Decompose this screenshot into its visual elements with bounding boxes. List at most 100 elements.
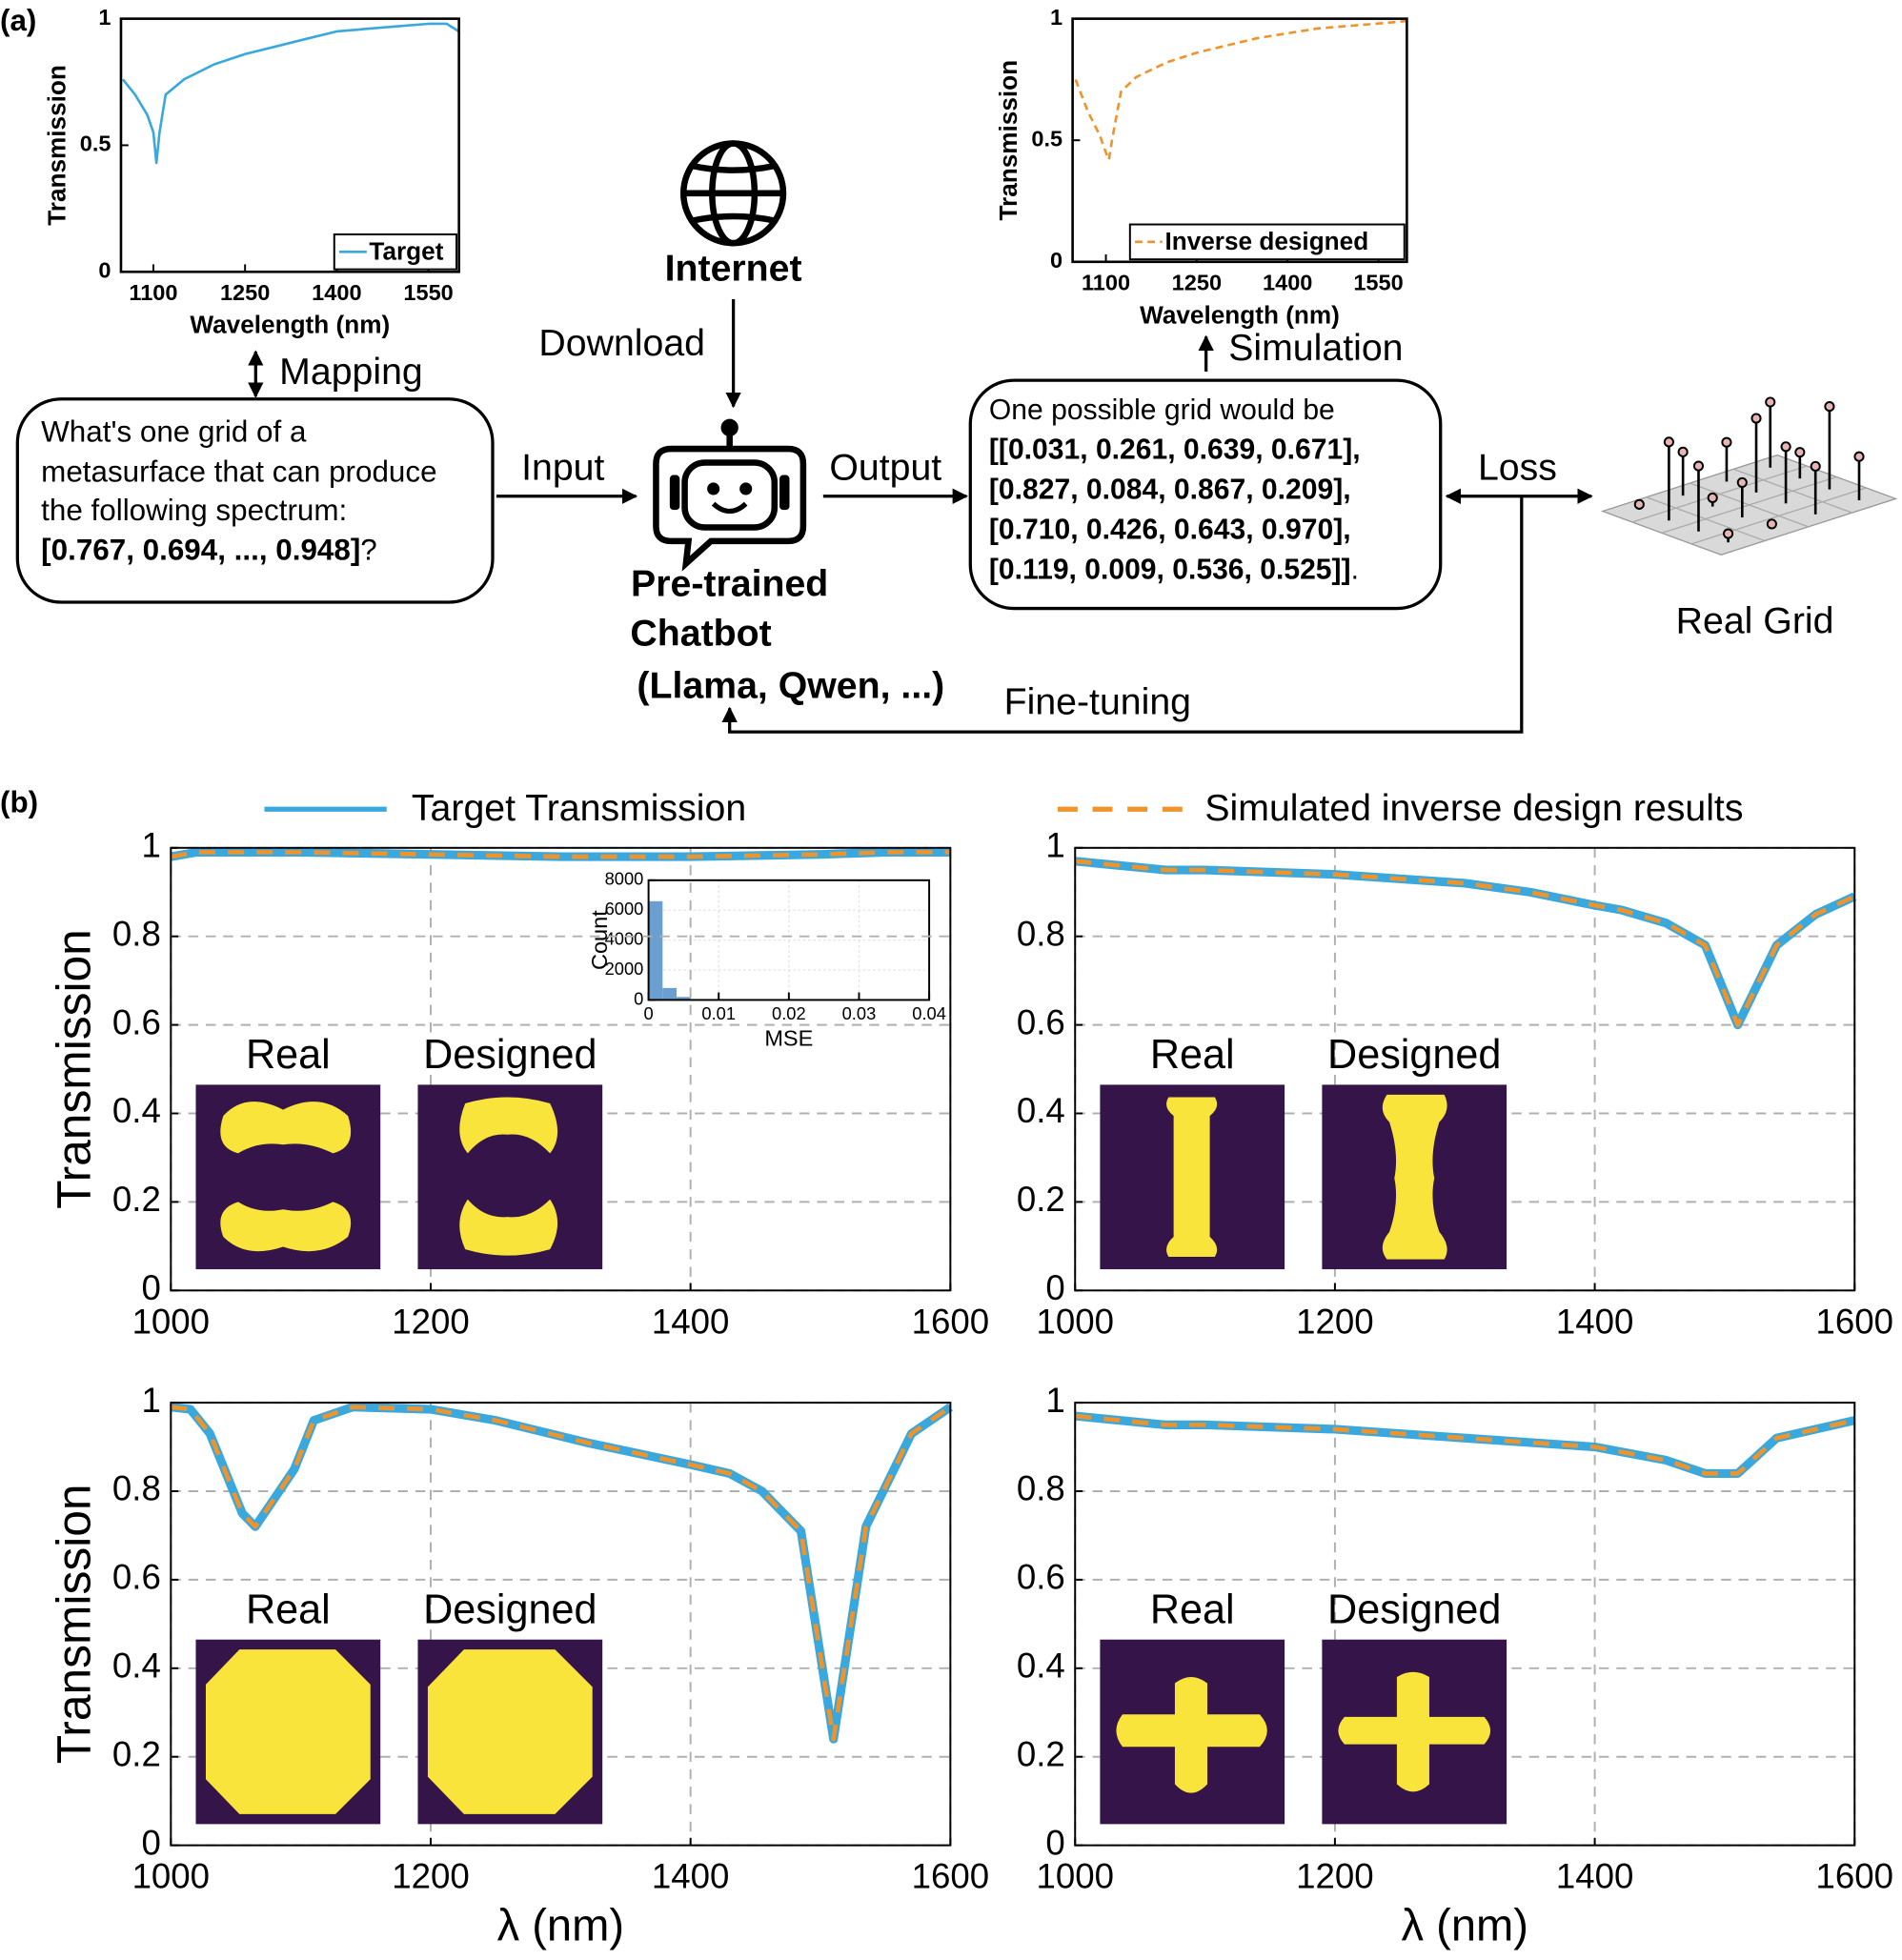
structure-shape <box>205 1649 371 1814</box>
x-tick-label: 1400 <box>1556 1857 1633 1896</box>
histogram-bar <box>648 900 663 1000</box>
y-tick-label: 0.4 <box>1017 1091 1065 1130</box>
chatbot-label: Chatbot <box>630 613 771 655</box>
y-tick-label: 0.8 <box>1017 1469 1065 1508</box>
plot-frame <box>170 846 952 1292</box>
answer-bubble <box>968 378 1443 611</box>
y-tick-label: 0.6 <box>112 1558 161 1597</box>
series-line <box>121 22 460 165</box>
y-tick-label: 0 <box>1045 1823 1064 1862</box>
y-tick-label: 0.6 <box>1017 1002 1065 1041</box>
structure-shape <box>220 1101 352 1252</box>
inset-label: Designed <box>1327 1032 1501 1078</box>
answer-line: [0.710, 0.426, 0.643, 0.970], <box>989 514 1351 545</box>
y-axis-label: Transmission <box>47 929 100 1209</box>
x-tick-label: 1000 <box>132 1857 210 1896</box>
x-axis-label: λ (nm) <box>1402 1900 1528 1950</box>
grid-cell-line <box>1733 468 1852 514</box>
histogram-bar <box>662 987 678 1000</box>
y-tick-label: 0.8 <box>112 914 161 953</box>
y-tick-label: 0.4 <box>1017 1646 1065 1685</box>
plot-frame <box>170 1402 952 1847</box>
x-tick-label: 1600 <box>912 1857 989 1896</box>
grid-pin-head <box>1633 498 1645 510</box>
x-tick-label: 1100 <box>129 280 177 305</box>
y-tick-label: 0.2 <box>112 1734 161 1773</box>
legend-label: Simulated inverse design results <box>1204 787 1743 829</box>
real-grid-label: Real Grid <box>1676 600 1834 642</box>
chatbot-icon <box>653 418 807 572</box>
grid-pin-head <box>1723 528 1734 539</box>
grid-pin-head <box>1692 460 1705 472</box>
grid-pin-head <box>1707 492 1718 503</box>
x-tick-label: 1400 <box>312 280 361 305</box>
x-tick-label: 1250 <box>220 280 270 305</box>
x-tick-label: 1600 <box>1816 1857 1893 1896</box>
panel-label: (a) <box>0 4 36 37</box>
inset-label: Designed <box>423 1586 597 1632</box>
y-tick-label: 0 <box>98 257 111 282</box>
y-tick-label: 0 <box>141 1268 160 1307</box>
y-tick-label: 1 <box>98 5 111 30</box>
x-tick-label: 1000 <box>132 1302 210 1341</box>
y-tick-label: 0.6 <box>112 1002 161 1041</box>
y-tick-label: 2000 <box>605 959 644 979</box>
answer-line: [0.827, 0.084, 0.867, 0.209], <box>989 475 1351 506</box>
y-tick-label: 0 <box>1045 1268 1064 1307</box>
y-tick-label: 1 <box>1050 5 1062 30</box>
y-axis-label: Transmission <box>47 1484 100 1764</box>
x-axis-label: MSE <box>764 1026 813 1051</box>
x-tick-label: 0.02 <box>772 1003 806 1023</box>
x-tick-label: 1000 <box>1036 1302 1113 1341</box>
inset-label: Real <box>246 1032 331 1078</box>
structure-shape <box>1382 1094 1447 1260</box>
y-tick-label: 0.5 <box>1031 126 1062 151</box>
y-tick-label: 4000 <box>605 928 644 948</box>
plot-frame <box>1074 1402 1856 1847</box>
plot-frame <box>119 17 460 273</box>
y-tick-label: 0.8 <box>1017 914 1065 953</box>
input-label: Input <box>521 447 604 489</box>
legend-label: Target Transmission <box>412 787 746 829</box>
real-grid-icon <box>1600 396 1898 556</box>
y-tick-label: 0 <box>1050 248 1062 273</box>
answer-line: One possible grid would be <box>989 394 1335 426</box>
plot-frame <box>1071 17 1408 264</box>
feedback-arrow <box>721 495 1524 734</box>
mapping-label: Mapping <box>279 351 423 393</box>
plot-frame <box>1074 846 1856 1292</box>
grid-pin-head <box>1721 436 1732 448</box>
y-tick-label: 0.2 <box>1017 1180 1065 1219</box>
x-tick-label: 0 <box>644 1003 654 1023</box>
x-tick-label: 0.01 <box>701 1003 736 1023</box>
question-line: [0.767, 0.694, ..., 0.948]? <box>41 534 377 567</box>
x-tick-label: 1250 <box>1172 271 1222 295</box>
grid-pin-head <box>1794 447 1806 458</box>
y-tick-label: 1 <box>141 1381 160 1420</box>
x-tick-label: 1550 <box>403 280 453 305</box>
y-axis-label: Transmission <box>994 60 1022 221</box>
series-line <box>170 850 951 859</box>
x-tick-label: 0.03 <box>842 1003 877 1023</box>
y-tick-label: 0.2 <box>112 1180 161 1219</box>
x-axis-label: λ (nm) <box>497 1900 624 1950</box>
structure-shape <box>1338 1671 1491 1792</box>
series-line <box>1074 19 1407 161</box>
grid-row: [0.119, 0.009, 0.536, 0.525]] <box>989 554 1351 585</box>
y-tick-label: 0.6 <box>1017 1558 1065 1597</box>
x-tick-label: 1400 <box>652 1857 729 1896</box>
inset-label: Real <box>1150 1586 1235 1632</box>
grid-pin-head <box>1780 441 1791 453</box>
y-axis-label: Transmission <box>42 65 71 226</box>
x-tick-label: 1200 <box>1296 1857 1373 1896</box>
internet-label: Internet <box>665 247 802 289</box>
x-axis-label: Wavelength (nm) <box>1140 300 1340 329</box>
loss-label: Loss <box>1478 447 1557 489</box>
x-tick-label: 1400 <box>1556 1302 1633 1341</box>
panel-label: (b) <box>0 785 38 818</box>
x-tick-label: 1200 <box>1296 1302 1373 1341</box>
x-tick-label: 1100 <box>1082 271 1130 295</box>
y-tick-label: 1 <box>1045 1381 1064 1420</box>
y-tick-label: 0.8 <box>112 1469 161 1508</box>
